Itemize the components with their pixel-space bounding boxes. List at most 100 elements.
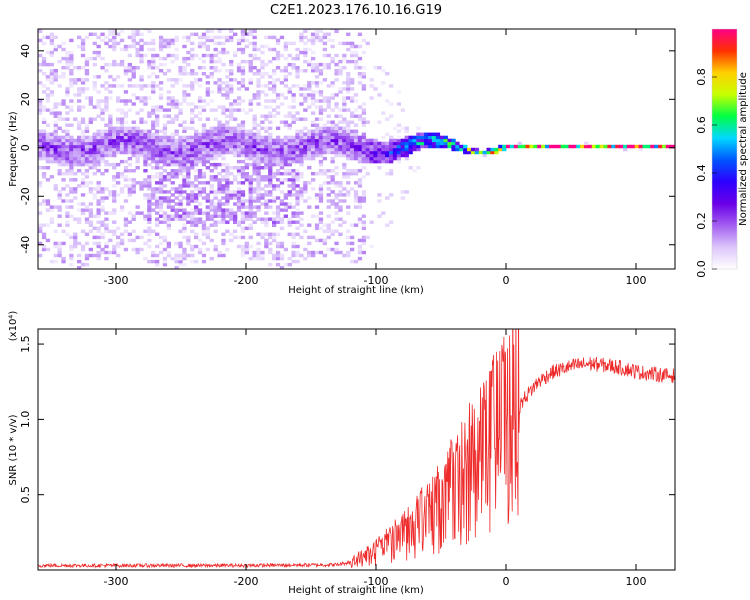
heatmap-cell — [248, 132, 253, 137]
heatmap-cell — [158, 47, 164, 52]
heatmap-cell — [357, 217, 363, 221]
heatmap-cell — [84, 169, 90, 173]
heatmap-cell — [389, 172, 394, 176]
heatmap-cell — [155, 114, 160, 118]
heatmap-cell — [248, 99, 253, 103]
heatmap-cell — [143, 96, 148, 100]
heatmap-cell — [318, 150, 324, 155]
heatmap-cell — [147, 150, 152, 155]
heatmap-cell — [248, 32, 253, 37]
heatmap-cell — [361, 238, 366, 243]
heatmap-cell — [186, 169, 191, 173]
heatmap-cell — [279, 156, 285, 161]
heatmap-cell — [240, 147, 246, 152]
heatmap-cell — [174, 202, 179, 206]
heatmap-cell — [147, 208, 152, 212]
heatmap-cell — [135, 129, 140, 134]
heatmap-cell — [279, 241, 285, 246]
heatmap-cell — [45, 123, 51, 127]
heatmap-cell — [53, 156, 58, 161]
heatmap-cell — [244, 129, 249, 134]
heatmap-cell — [400, 144, 405, 149]
heatmap-cell — [361, 159, 366, 164]
heatmap-cell — [151, 175, 156, 179]
heatmap-cell — [41, 56, 47, 61]
heatmap-cell — [77, 159, 82, 164]
heatmap-cell — [373, 159, 378, 164]
heatmap-cell — [299, 32, 304, 37]
heatmap-cell — [233, 190, 238, 194]
heatmap-cell — [77, 87, 82, 91]
heatmap-cell — [322, 238, 327, 243]
heatmap-cell — [127, 141, 132, 146]
heatmap-cell — [174, 159, 179, 164]
heatmap-cell — [166, 217, 171, 221]
heatmap-cell — [174, 208, 179, 212]
heatmap-cell — [123, 132, 129, 137]
heatmap-cell — [96, 244, 101, 249]
heatmap-cell — [299, 190, 304, 194]
heatmap-cell — [264, 62, 269, 67]
heatmap-cell — [104, 169, 109, 173]
heatmap-cell — [342, 144, 347, 149]
heatmap-cell — [299, 162, 304, 167]
heatmap-cell — [244, 214, 249, 218]
heatmap-cell — [233, 138, 238, 143]
heatmap-cell — [88, 159, 93, 164]
heatmap-cell — [84, 62, 90, 67]
heatmap-cell — [556, 144, 561, 149]
heatmap-cell — [197, 117, 203, 121]
heatmap-cell — [186, 181, 191, 185]
heatmap-cell — [65, 129, 70, 134]
heatmap-cell — [279, 102, 285, 106]
heatmap-cell — [299, 141, 304, 146]
heatmap-cell — [53, 135, 58, 140]
heatmap-cell — [338, 126, 343, 131]
y-tick-label: 0 — [19, 144, 32, 151]
heatmap-cell — [299, 156, 304, 161]
heatmap-cell — [240, 153, 246, 158]
heatmap-cell — [264, 238, 269, 243]
heatmap-cell — [248, 41, 253, 46]
heatmap-cell — [147, 220, 152, 224]
heatmap-cell — [225, 69, 230, 73]
heatmap-cell — [392, 153, 398, 158]
heatmap-cell — [182, 256, 187, 261]
heatmap-cell — [213, 47, 218, 52]
heatmap-cell — [112, 138, 117, 143]
heatmap-cell — [513, 144, 519, 149]
heatmap-cell — [143, 129, 148, 134]
heatmap-cell — [357, 141, 363, 146]
heatmap-cell — [88, 162, 93, 167]
heatmap-cell — [217, 208, 222, 212]
heatmap-cell — [225, 81, 230, 85]
heatmap-cell — [73, 81, 78, 85]
heatmap-cell — [197, 202, 203, 206]
heatmap-cell — [57, 169, 62, 173]
heatmap-cell — [65, 193, 70, 197]
heatmap-cell — [112, 190, 117, 194]
heatmap-cell — [369, 147, 374, 152]
heatmap-cell — [213, 214, 218, 218]
heatmap-cell — [217, 138, 222, 143]
heatmap-cell — [392, 147, 398, 152]
heatmap-cell — [92, 117, 97, 121]
heatmap-cell — [646, 144, 651, 149]
heatmap-cell — [104, 62, 109, 67]
heatmap-cell — [158, 187, 164, 191]
heatmap-cell — [116, 144, 121, 149]
heatmap-cell — [373, 150, 378, 155]
heatmap-cell — [213, 208, 218, 212]
heatmap-cell — [69, 50, 74, 55]
heatmap-cell — [361, 117, 366, 121]
heatmap-cell — [143, 156, 148, 161]
heatmap-cell — [73, 172, 78, 176]
heatmap-cell — [108, 75, 113, 79]
heatmap-cell — [155, 147, 160, 152]
heatmap-cell — [143, 184, 148, 188]
heatmap-cell — [396, 90, 402, 94]
heatmap-cell — [361, 150, 366, 155]
heatmap-cell — [57, 126, 62, 131]
heatmap-cell — [287, 223, 292, 227]
heatmap-cell — [84, 150, 90, 155]
